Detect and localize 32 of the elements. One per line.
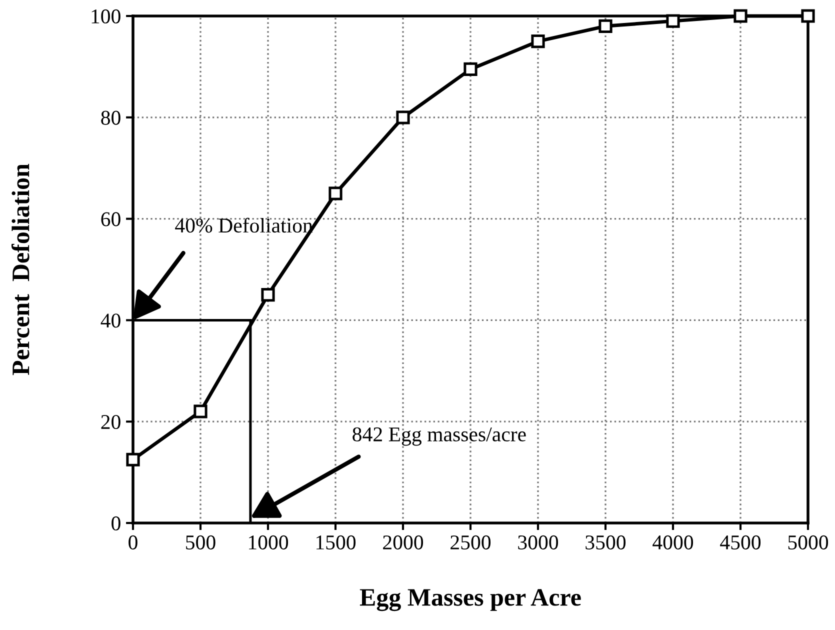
x-axis-title: Egg Masses per Acre <box>360 589 581 612</box>
point <box>666 14 680 28</box>
point <box>194 404 208 418</box>
x-tick-label: 4500 <box>720 535 761 550</box>
x-tick-label: 1500 <box>316 535 356 550</box>
point <box>126 452 140 466</box>
x-tick-label: 500 <box>186 535 216 550</box>
y-axis-title: Percent Defoliation <box>11 164 30 376</box>
y-tick-label: 40 <box>100 314 120 328</box>
y-tick-label: 100 <box>92 9 120 24</box>
annotation: 40% Defoliation <box>175 218 313 233</box>
point <box>598 19 612 33</box>
x-tick-label: 3500 <box>586 535 626 550</box>
x-tick-label: 5000 <box>788 535 828 550</box>
point <box>328 186 342 200</box>
point <box>531 34 545 48</box>
y-tick-label: 0 <box>112 516 120 530</box>
x-tick-label: 2500 <box>450 535 491 550</box>
x-tick-label: 3000 <box>518 535 558 550</box>
x-tick-label: 4000 <box>652 535 694 550</box>
y-tick-label: 20 <box>101 414 120 430</box>
point <box>734 9 748 23</box>
point <box>396 110 410 124</box>
y-tick-label: 60 <box>101 212 120 226</box>
point <box>801 9 815 23</box>
annotation: 842 Egg masses/acre <box>352 427 526 446</box>
y-tick-label: 80 <box>101 110 120 125</box>
x-tick-label: 1000 <box>249 535 288 550</box>
x-tick-label: 2000 <box>383 535 424 550</box>
point <box>464 62 478 76</box>
point <box>261 288 275 302</box>
x-tick-label: 0 <box>128 535 138 550</box>
